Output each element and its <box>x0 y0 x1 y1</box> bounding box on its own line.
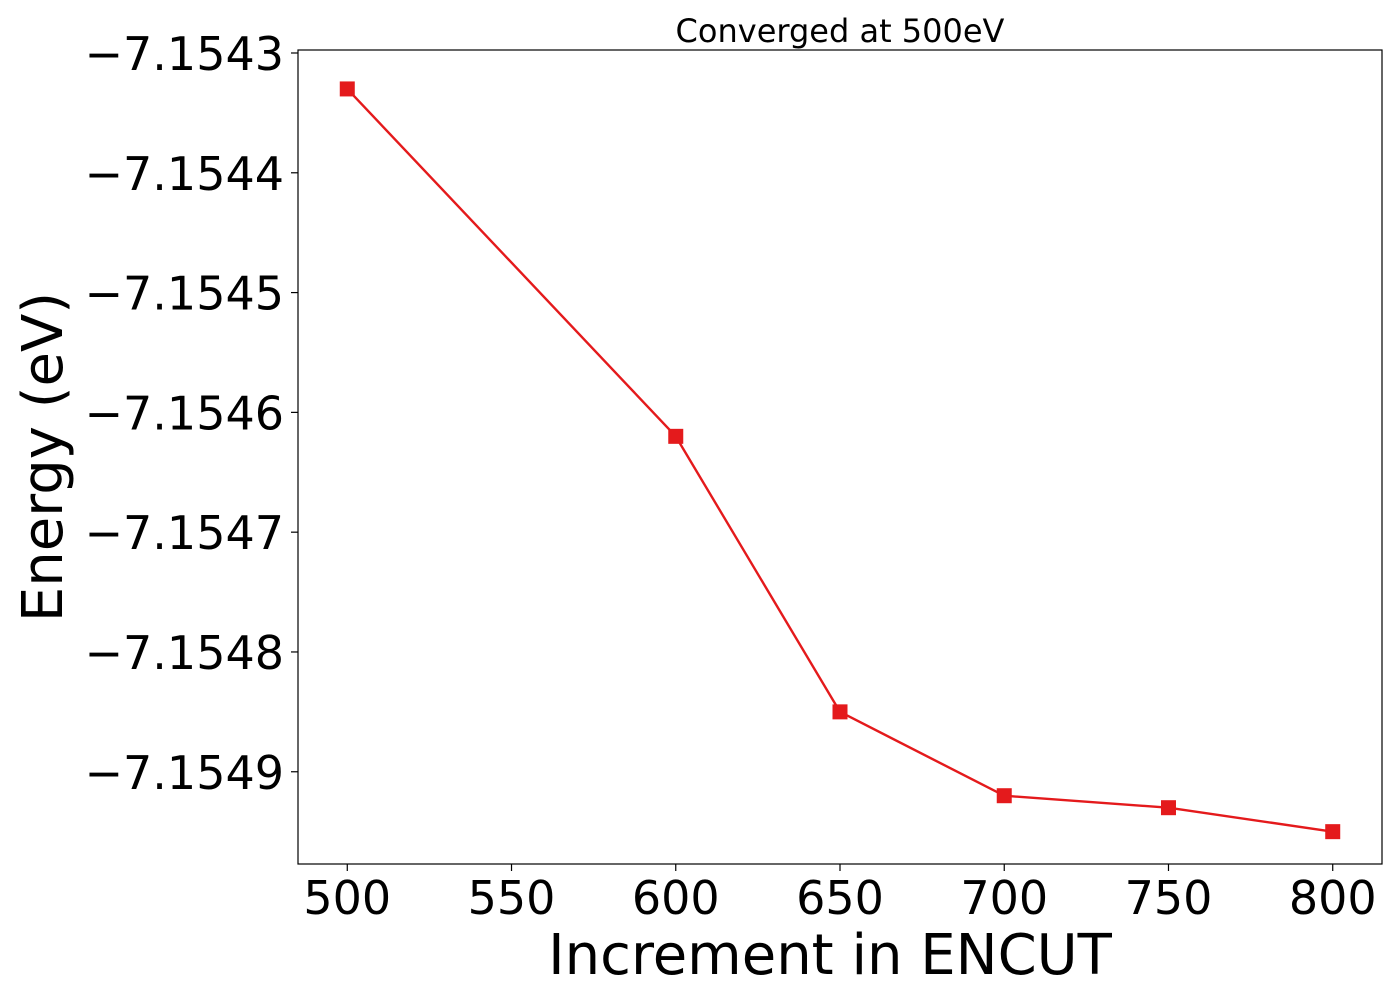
series-layer <box>339 81 1341 840</box>
chart-title: Converged at 500eV <box>676 12 1005 50</box>
y-tick-label: −7.1543 <box>85 27 285 81</box>
plot-frame <box>297 49 1383 865</box>
x-axis-label: Increment in ENCUT <box>548 923 1113 988</box>
data-point-marker <box>339 81 355 97</box>
data-point-marker <box>1325 824 1341 840</box>
plot-area: −7.1543 −7.1544 −7.1545 −7.1546 −7.1547 −7.15… <box>85 27 1383 925</box>
x-tick-label: 750 <box>1125 871 1213 925</box>
x-tick-label: 600 <box>632 871 720 925</box>
x-tick-label: 650 <box>796 871 884 925</box>
data-point-marker <box>996 788 1012 804</box>
x-tick-label: 800 <box>1289 871 1377 925</box>
x-tick-label: 700 <box>960 871 1048 925</box>
y-tick-label: −7.1544 <box>85 147 285 201</box>
y-axis: −7.1543 −7.1544 −7.1545 −7.1546 −7.1547 −7.15… <box>85 27 298 800</box>
data-point-marker <box>1160 800 1176 816</box>
y-tick-label: −7.1545 <box>85 267 285 321</box>
y-tick-label: −7.1547 <box>85 506 285 560</box>
y-axis-label: Energy (eV) <box>11 292 76 622</box>
y-tick-label: −7.1549 <box>85 746 285 800</box>
x-tick-label: 500 <box>303 871 391 925</box>
data-point-marker <box>832 704 848 720</box>
series-line <box>346 88 1333 833</box>
y-tick-label: −7.1546 <box>85 386 285 440</box>
y-tick-label: −7.1548 <box>85 626 285 680</box>
x-tick-label: 550 <box>468 871 556 925</box>
x-axis: 500 550 600 650 700 750 800 <box>303 864 1377 925</box>
data-point-marker <box>668 428 684 444</box>
